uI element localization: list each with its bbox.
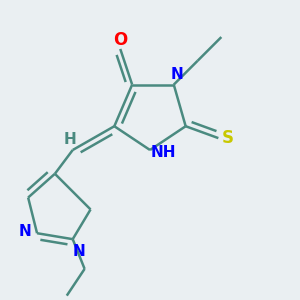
Text: O: O: [113, 31, 127, 49]
Text: S: S: [221, 129, 233, 147]
Text: N: N: [72, 244, 85, 259]
Text: N: N: [170, 67, 183, 82]
Text: N: N: [19, 224, 31, 239]
Text: H: H: [63, 132, 76, 147]
Text: NH: NH: [151, 146, 176, 160]
